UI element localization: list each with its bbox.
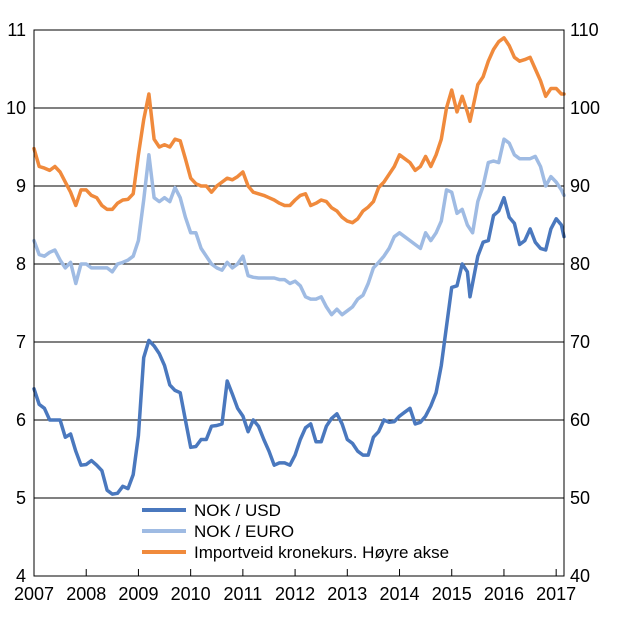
- right-y-tick-label: 90: [570, 176, 590, 196]
- series-lines: [32, 36, 566, 496]
- x-tick-label: 2010: [171, 584, 211, 604]
- legend-label: Importveid kronekurs. Høyre akse: [194, 543, 449, 562]
- left-y-tick-label: 8: [16, 254, 26, 274]
- right-y-axis-ticks: 40 50 60 70 80 90 100 110: [570, 20, 600, 586]
- legend-label: NOK / EURO: [194, 522, 294, 541]
- x-tick-label: 2016: [484, 584, 524, 604]
- series-line-nok-usd: [32, 195, 566, 496]
- right-y-tick-label: 40: [570, 566, 590, 586]
- series-line-import-weighted: [32, 36, 566, 225]
- right-y-tick-label: 110: [570, 20, 599, 40]
- x-tick-label: 2017: [536, 584, 576, 604]
- series-line-nok-euro: [32, 137, 566, 317]
- left-y-tick-label: 5: [16, 488, 26, 508]
- x-tick-label: 2008: [66, 584, 106, 604]
- x-tick-label: 2014: [379, 584, 419, 604]
- x-axis-ticks: 2007 2008 2009 2010 2011 2012 2013 2014 2015 2016…: [14, 569, 576, 604]
- left-y-tick-label: 9: [16, 176, 26, 196]
- left-y-tick-label: 4: [16, 566, 26, 586]
- left-y-tick-label: 6: [16, 410, 26, 430]
- left-y-tick-label: 10: [6, 98, 26, 118]
- x-tick-label: 2011: [224, 584, 263, 604]
- x-tick-label: 2009: [118, 584, 158, 604]
- left-y-tick-label: 11: [7, 20, 26, 40]
- x-tick-label: 2015: [432, 584, 472, 604]
- plot-frame: [33, 29, 565, 577]
- right-y-tick-label: 50: [570, 488, 590, 508]
- right-y-tick-label: 60: [570, 410, 590, 430]
- legend: NOK / USD NOK / EURO Importveid kronekurs.…: [142, 501, 449, 562]
- right-y-tick-label: 80: [570, 254, 590, 274]
- left-y-tick-label: 7: [16, 332, 26, 352]
- right-y-tick-label: 100: [570, 98, 600, 118]
- x-tick-label: 2007: [14, 584, 54, 604]
- x-tick-label: 2012: [275, 584, 315, 604]
- right-y-tick-label: 70: [570, 332, 590, 352]
- left-y-axis-ticks: 4 5 6 7 8 9 10 11: [6, 20, 26, 586]
- legend-label: NOK / USD: [194, 501, 281, 520]
- x-tick-label: 2013: [327, 584, 367, 604]
